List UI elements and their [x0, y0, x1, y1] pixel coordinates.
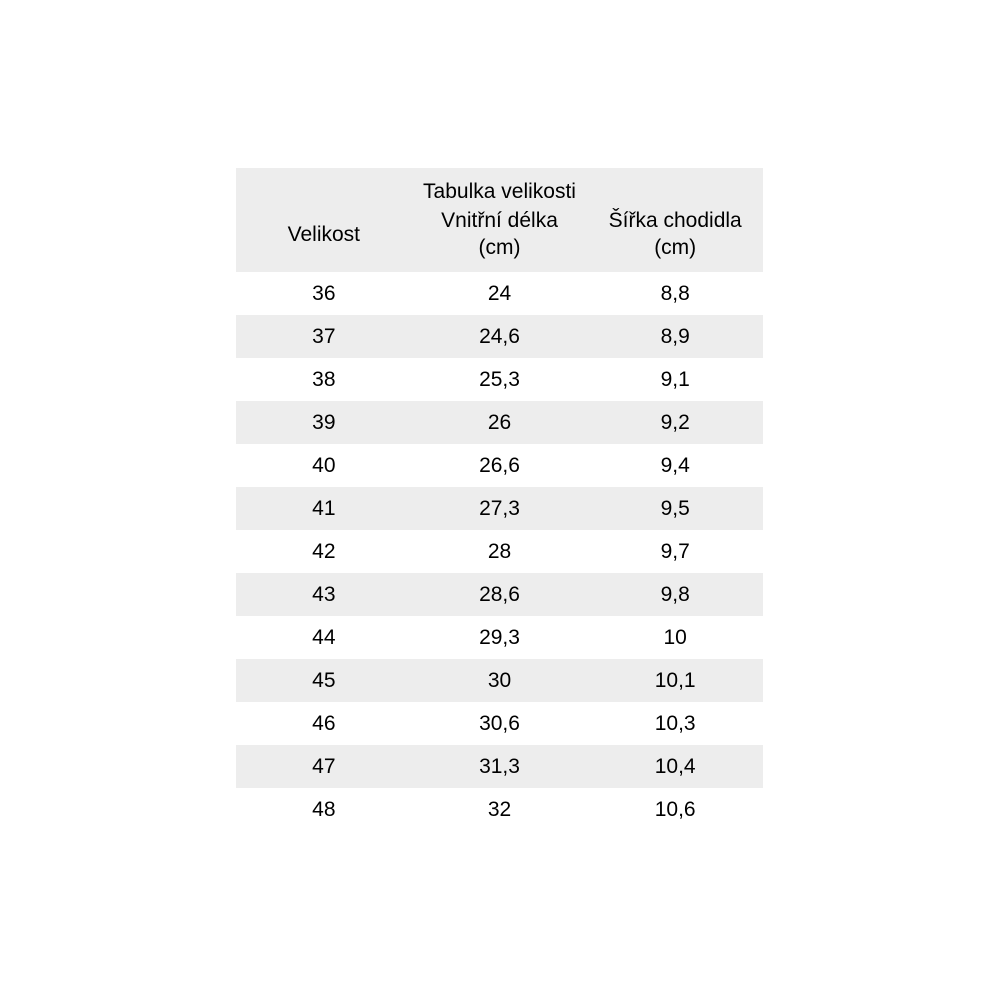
- table-header: Tabulka velikosti Velikost Vnitřní délka…: [236, 168, 763, 272]
- cell-velikost: 43: [312, 582, 336, 606]
- cell-velikost: 36: [312, 281, 336, 305]
- table-row: 48 32 10,6: [236, 788, 763, 831]
- cell-sirka-chodidla: 10,1: [654, 668, 696, 692]
- cell-vnitrni-delka: 26: [487, 410, 512, 434]
- table-title: Tabulka velikosti: [423, 180, 576, 203]
- cell-sirka-chodidla: 9,2: [660, 410, 690, 434]
- cell-velikost: 46: [312, 711, 336, 735]
- column-header-velikost: Velikost: [287, 222, 361, 246]
- cell-vnitrni-delka: 30: [487, 668, 512, 692]
- cell-velikost: 47: [312, 754, 336, 778]
- table-row: 46 30,6 10,3: [236, 702, 763, 745]
- cell-velikost: 44: [312, 625, 336, 649]
- table-row: 43 28,6 9,8: [236, 573, 763, 616]
- cell-sirka-chodidla: 10,3: [654, 711, 696, 735]
- cell-sirka-chodidla: 10,4: [654, 754, 696, 778]
- cell-vnitrni-delka: 26,6: [479, 453, 520, 477]
- cell-vnitrni-delka: 28,6: [479, 582, 520, 606]
- cell-sirka-chodidla: 9,5: [660, 496, 690, 520]
- table-body: 36 24 8,8 37 24,6 8,9 38 25,3 9,1 39 26 …: [236, 272, 763, 831]
- column-header-vnitrni-delka: Vnitřní délka (cm): [441, 209, 558, 259]
- cell-velikost: 39: [312, 410, 336, 434]
- cell-velikost: 48: [312, 797, 336, 821]
- cell-vnitrni-delka: 30,6: [479, 711, 520, 735]
- cell-sirka-chodidla: 9,1: [660, 367, 690, 391]
- cell-sirka-chodidla: 9,7: [660, 539, 690, 563]
- table-row: 44 29,3 10: [236, 616, 763, 659]
- cell-vnitrni-delka: 31,3: [479, 754, 520, 778]
- cell-sirka-chodidla: 8,9: [660, 324, 690, 348]
- cell-sirka-chodidla: 9,4: [660, 453, 690, 477]
- table-row: 40 26,6 9,4: [236, 444, 763, 487]
- table-row: 36 24 8,8: [236, 272, 763, 315]
- cell-velikost: 40: [312, 453, 336, 477]
- cell-vnitrni-delka: 24,6: [479, 324, 520, 348]
- table-row: 37 24,6 8,9: [236, 315, 763, 358]
- cell-vnitrni-delka: 32: [487, 797, 512, 821]
- cell-sirka-chodidla: 8,8: [660, 281, 690, 305]
- column-header-sirka-chodidla: Šířka chodidla (cm): [608, 209, 742, 259]
- cell-velikost: 42: [312, 539, 336, 563]
- table-row: 39 26 9,2: [236, 401, 763, 444]
- cell-sirka-chodidla: 10,6: [654, 797, 696, 821]
- cell-vnitrni-delka: 25,3: [479, 367, 520, 391]
- table-row: 47 31,3 10,4: [236, 745, 763, 788]
- cell-velikost: 41: [312, 496, 336, 520]
- cell-vnitrni-delka: 28: [487, 539, 512, 563]
- table-row: 45 30 10,1: [236, 659, 763, 702]
- size-chart-table: Tabulka velikosti Velikost Vnitřní délka…: [236, 168, 763, 831]
- table-row: 38 25,3 9,1: [236, 358, 763, 401]
- cell-velikost: 45: [312, 668, 336, 692]
- cell-sirka-chodidla: 10: [663, 625, 687, 649]
- table-row: 41 27,3 9,5: [236, 487, 763, 530]
- table-row: 42 28 9,7: [236, 530, 763, 573]
- cell-vnitrni-delka: 24: [487, 281, 512, 305]
- cell-vnitrni-delka: 27,3: [479, 496, 520, 520]
- column-header-row: Velikost Vnitřní délka (cm) Šířka chodid…: [236, 207, 763, 261]
- cell-sirka-chodidla: 9,8: [660, 582, 690, 606]
- cell-velikost: 38: [312, 367, 336, 391]
- cell-vnitrni-delka: 29,3: [479, 625, 520, 649]
- cell-velikost: 37: [312, 324, 336, 348]
